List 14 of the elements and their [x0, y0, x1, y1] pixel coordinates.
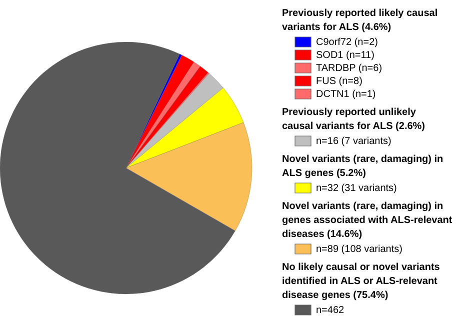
legend-label: n=462 — [316, 305, 345, 316]
text: Previously reported unlikely causal variants for ALS (2.6%) — [282, 107, 426, 132]
legend-label: SOD1 (n=11) — [316, 50, 374, 61]
legend-label: n=16 (7 variants) — [316, 136, 392, 147]
legend-label: FUS (n=8) — [316, 76, 362, 87]
text: No likely causal or novel variants identified in ALS or ALS-relevant disease genes (75.4%) — [282, 262, 440, 301]
legend-label: C9orf72 (n=2) — [316, 37, 378, 48]
legend-label: n=89 (108 variants) — [316, 244, 402, 255]
text: Previously reported likely causal variants for ALS (4.6%) — [282, 8, 438, 33]
text: Novel variants (rare, damaging) in ALS genes (5.2%) — [282, 154, 444, 179]
legend-label: n=32 (31 variants) — [316, 183, 397, 194]
legend-label: TARDBP (n=6) — [316, 63, 382, 74]
text: Novel variants (rare, damaging) in genes associated with ALS-relevant diseases (14.6%) — [282, 201, 453, 240]
legend-label: DCTN1 (n=1) — [316, 89, 376, 100]
